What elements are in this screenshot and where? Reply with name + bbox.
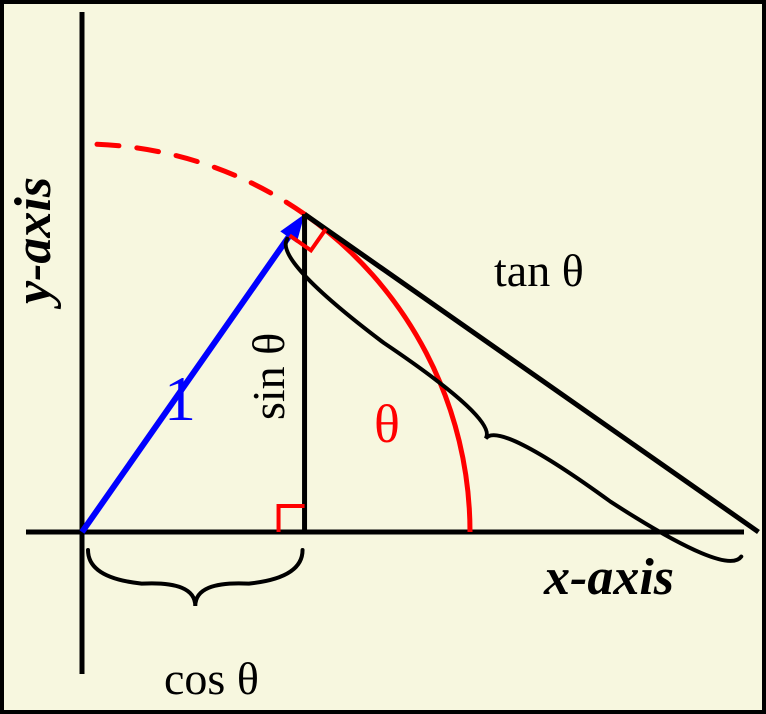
unit-circle-arc-dashed	[82, 144, 305, 214]
unit-circle-arc-solid	[305, 214, 470, 532]
y_axis-label: y-axis	[5, 177, 62, 310]
theta-label: θ	[374, 394, 400, 454]
tan-label: tan θ	[494, 245, 584, 296]
cos-brace	[88, 550, 303, 606]
right-angle-mark-base	[279, 506, 305, 532]
sin-label: sin θ	[243, 333, 294, 420]
radius-label: 1	[164, 363, 196, 434]
x_axis-label: x-axis	[543, 549, 674, 606]
cos-label: cos θ	[164, 653, 259, 704]
